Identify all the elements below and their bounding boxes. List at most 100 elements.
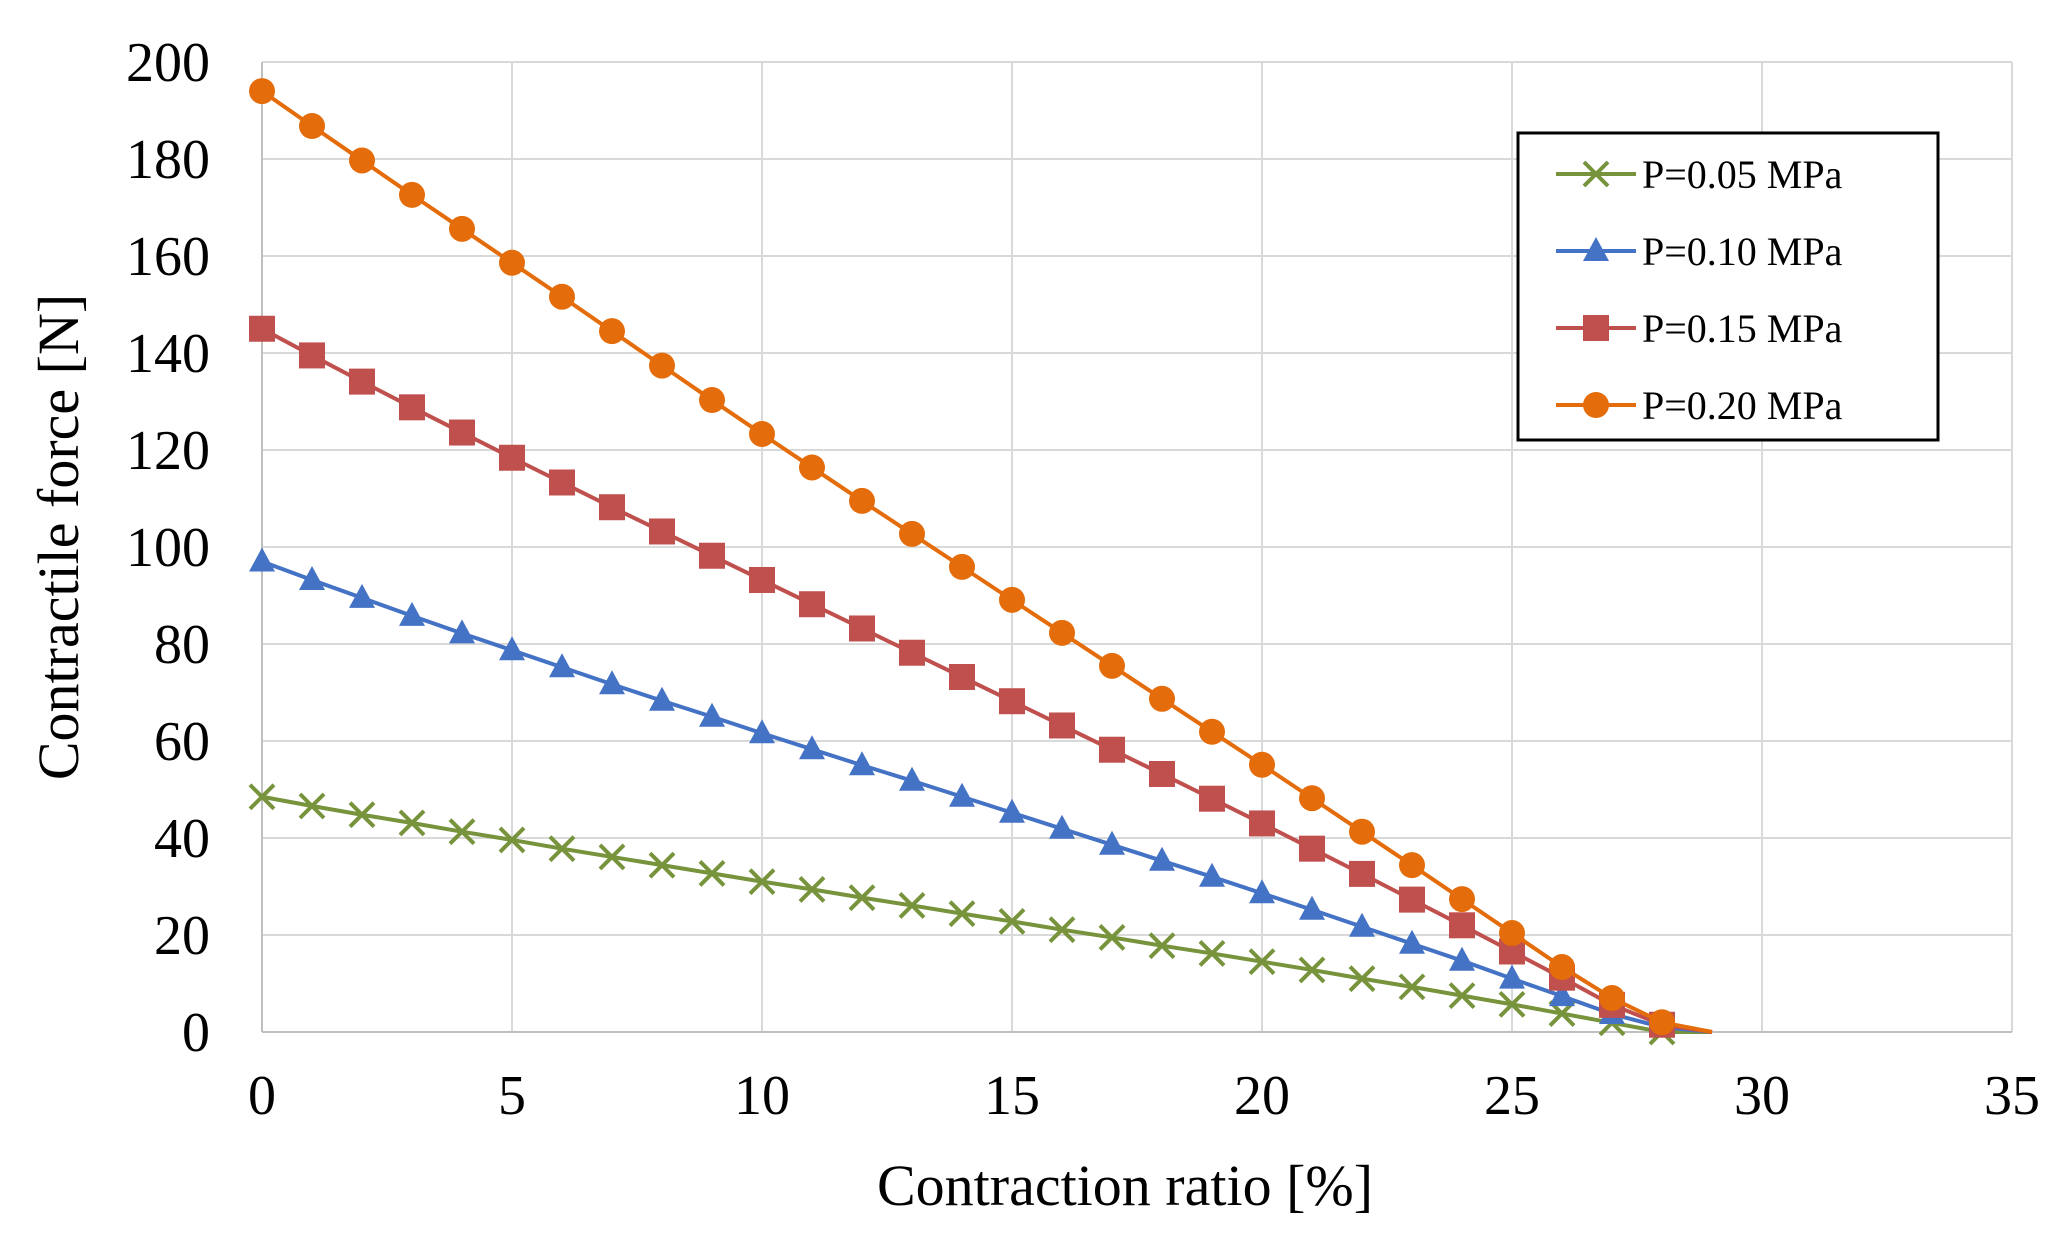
- x-tick-label: 30: [1734, 1065, 1790, 1127]
- data-point: [349, 368, 375, 395]
- legend-label: P=0.20 MPa: [1642, 383, 1843, 428]
- data-point: [599, 670, 625, 695]
- data-point: [1299, 785, 1325, 812]
- data-point: [1599, 985, 1625, 1012]
- y-tick-label: 200: [126, 32, 210, 94]
- data-point: [1399, 852, 1425, 879]
- data-point: [1149, 846, 1175, 871]
- tick-labels: 0 20 40 60 80 100 120 140 160 180 200 0 5 10 15 20 25 30 3…: [126, 32, 2040, 1127]
- data-point: [1149, 760, 1175, 787]
- y-tick-label: 0: [182, 1002, 210, 1064]
- data-point: [249, 315, 275, 342]
- data-point: [999, 586, 1025, 613]
- data-point: [299, 113, 325, 140]
- data-point: [898, 892, 926, 919]
- data-point: [949, 782, 975, 807]
- data-point: [549, 469, 575, 496]
- legend-item: P=0.10 MPa: [1556, 229, 1843, 274]
- data-point: [999, 688, 1025, 715]
- data-point: [548, 835, 576, 863]
- data-point-stroke: [1148, 932, 1176, 960]
- data-point: [1399, 886, 1425, 913]
- data-point-stroke: [1498, 990, 1526, 1018]
- series-P=0.10 MPa: [249, 547, 1713, 1038]
- data-point: [849, 615, 875, 642]
- x-tick-label: 5: [498, 1065, 526, 1127]
- axes: [261, 62, 2012, 1033]
- data-point: [899, 766, 925, 791]
- data-point: [449, 419, 475, 446]
- data-point-stroke: [248, 783, 276, 811]
- data-point-stroke: [398, 809, 426, 837]
- data-point: [1248, 948, 1276, 976]
- data-point: [899, 639, 925, 666]
- data-point: [448, 818, 476, 846]
- data-point: [1582, 160, 1610, 188]
- data-point: [1149, 685, 1175, 712]
- data-point: [799, 454, 825, 481]
- data-point: [1249, 810, 1275, 837]
- data-point: [798, 875, 826, 903]
- data-point: [299, 342, 325, 369]
- data-point-stroke: [1448, 982, 1476, 1010]
- y-tick-label: 140: [126, 323, 210, 385]
- data-point: [249, 547, 275, 572]
- data-point: [949, 663, 975, 690]
- data-point: [899, 520, 925, 547]
- data-point: [1399, 929, 1425, 954]
- data-point: [1649, 1009, 1675, 1036]
- data-point-stroke: [348, 801, 376, 829]
- data-point: [1299, 895, 1325, 920]
- data-point: [948, 900, 976, 928]
- legend-label: P=0.15 MPa: [1642, 306, 1843, 351]
- data-point: [1049, 619, 1075, 646]
- grid: [262, 61, 2013, 1032]
- data-point-stroke: [1048, 916, 1076, 944]
- data-point: [1498, 990, 1526, 1018]
- data-point-stroke: [748, 868, 776, 896]
- data-point: [1198, 940, 1226, 967]
- data-point: [549, 283, 575, 310]
- data-point: [698, 859, 726, 887]
- data-point: [1099, 652, 1125, 679]
- data-point: [1148, 932, 1176, 960]
- data-point: [649, 518, 675, 545]
- data-point: [598, 843, 626, 871]
- legend-label: P=0.10 MPa: [1642, 229, 1843, 274]
- series-line: [261, 326, 1713, 1034]
- y-tick-label: 120: [126, 420, 210, 482]
- data-point-stroke: [948, 900, 976, 928]
- data-point: [749, 420, 775, 447]
- series-line: [260, 89, 1713, 1034]
- data-point: [499, 444, 525, 471]
- y-tick-label: 80: [154, 614, 210, 676]
- data-point: [499, 249, 525, 276]
- data-point: [1099, 736, 1125, 763]
- data-point: [748, 868, 776, 896]
- data-point: [799, 735, 825, 760]
- data-point: [599, 494, 625, 521]
- data-point: [1583, 315, 1609, 341]
- data-point: [849, 751, 875, 776]
- data-point: [1298, 956, 1326, 984]
- data-point: [1499, 964, 1525, 989]
- data-point: [549, 653, 575, 678]
- data-point-stroke: [798, 875, 826, 903]
- data-point: [399, 394, 425, 421]
- x-tick-label: 35: [1984, 1065, 2040, 1127]
- x-axis-label: Contraction ratio [%]: [877, 1153, 1373, 1218]
- data-point: [648, 851, 676, 879]
- data-point: [1398, 973, 1426, 1001]
- data-point-stroke: [648, 851, 676, 879]
- data-point: [299, 565, 325, 590]
- data-point: [1099, 830, 1125, 855]
- x-tick-label: 25: [1484, 1065, 1540, 1127]
- y-tick-label: 180: [126, 129, 210, 191]
- data-point: [699, 387, 725, 414]
- data-point: [1348, 965, 1376, 993]
- data-point: [799, 591, 825, 618]
- data-point: [498, 826, 526, 854]
- data-point-stroke: [1348, 965, 1376, 993]
- legend-item: P=0.20 MPa: [1556, 383, 1843, 428]
- data-point: [949, 553, 975, 580]
